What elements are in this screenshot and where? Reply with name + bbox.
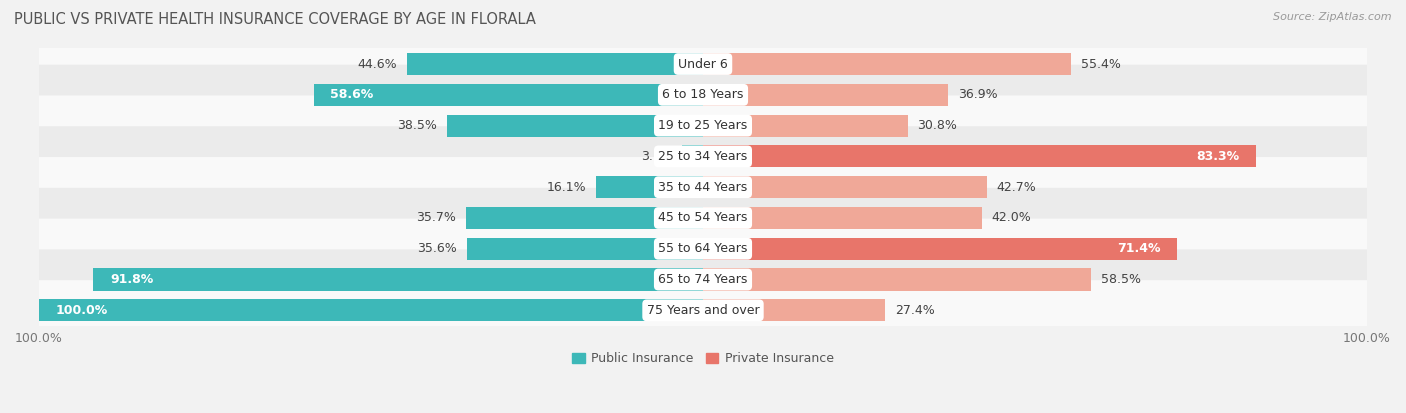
FancyBboxPatch shape: [35, 95, 1371, 156]
FancyBboxPatch shape: [35, 188, 1371, 248]
Bar: [447, 114, 703, 137]
FancyBboxPatch shape: [35, 249, 1371, 310]
Text: 42.7%: 42.7%: [997, 181, 1036, 194]
Text: 35 to 44 Years: 35 to 44 Years: [658, 181, 748, 194]
Text: 83.3%: 83.3%: [1197, 150, 1240, 163]
Bar: [703, 299, 884, 321]
FancyBboxPatch shape: [35, 126, 1371, 187]
FancyBboxPatch shape: [35, 34, 1371, 94]
Bar: [703, 84, 948, 106]
Text: 58.6%: 58.6%: [330, 88, 374, 101]
Bar: [39, 299, 703, 321]
Bar: [703, 207, 981, 229]
Bar: [406, 53, 703, 75]
Bar: [314, 84, 703, 106]
Text: 27.4%: 27.4%: [894, 304, 935, 317]
FancyBboxPatch shape: [35, 218, 1371, 279]
Text: 30.8%: 30.8%: [918, 119, 957, 132]
Text: 6 to 18 Years: 6 to 18 Years: [662, 88, 744, 101]
Text: 65 to 74 Years: 65 to 74 Years: [658, 273, 748, 286]
FancyBboxPatch shape: [35, 280, 1371, 341]
Bar: [467, 238, 703, 260]
Bar: [93, 268, 703, 291]
Bar: [465, 207, 703, 229]
Text: PUBLIC VS PRIVATE HEALTH INSURANCE COVERAGE BY AGE IN FLORALA: PUBLIC VS PRIVATE HEALTH INSURANCE COVER…: [14, 12, 536, 27]
Bar: [703, 268, 1091, 291]
Text: 35.7%: 35.7%: [416, 211, 456, 225]
FancyBboxPatch shape: [35, 65, 1371, 125]
Text: Under 6: Under 6: [678, 57, 728, 71]
Bar: [596, 176, 703, 198]
Text: Source: ZipAtlas.com: Source: ZipAtlas.com: [1274, 12, 1392, 22]
Text: 55.4%: 55.4%: [1081, 57, 1121, 71]
Bar: [703, 145, 1256, 168]
Bar: [703, 53, 1071, 75]
Text: 19 to 25 Years: 19 to 25 Years: [658, 119, 748, 132]
Text: 35.6%: 35.6%: [418, 242, 457, 255]
Text: 44.6%: 44.6%: [357, 57, 396, 71]
Text: 71.4%: 71.4%: [1116, 242, 1160, 255]
Text: 75 Years and over: 75 Years and over: [647, 304, 759, 317]
Text: 55 to 64 Years: 55 to 64 Years: [658, 242, 748, 255]
Text: 45 to 54 Years: 45 to 54 Years: [658, 211, 748, 225]
Text: 42.0%: 42.0%: [991, 211, 1032, 225]
Text: 16.1%: 16.1%: [547, 181, 586, 194]
Text: 100.0%: 100.0%: [56, 304, 108, 317]
Text: 3.1%: 3.1%: [641, 150, 672, 163]
Bar: [682, 145, 703, 168]
Text: 38.5%: 38.5%: [398, 119, 437, 132]
FancyBboxPatch shape: [35, 157, 1371, 217]
Text: 36.9%: 36.9%: [957, 88, 998, 101]
Bar: [703, 176, 987, 198]
Text: 58.5%: 58.5%: [1101, 273, 1142, 286]
Bar: [703, 114, 907, 137]
Legend: Public Insurance, Private Insurance: Public Insurance, Private Insurance: [567, 347, 839, 370]
Text: 25 to 34 Years: 25 to 34 Years: [658, 150, 748, 163]
Bar: [703, 238, 1177, 260]
Text: 91.8%: 91.8%: [110, 273, 153, 286]
